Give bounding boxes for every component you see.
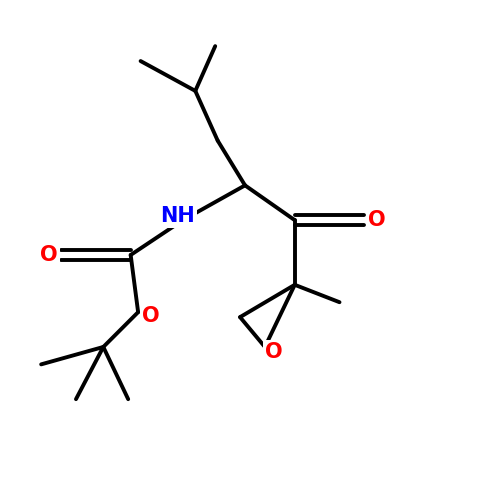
Text: O: O <box>368 210 386 230</box>
Text: O: O <box>40 245 58 265</box>
Text: O: O <box>265 342 282 362</box>
Text: O: O <box>142 306 160 326</box>
Text: NH: NH <box>160 206 196 226</box>
